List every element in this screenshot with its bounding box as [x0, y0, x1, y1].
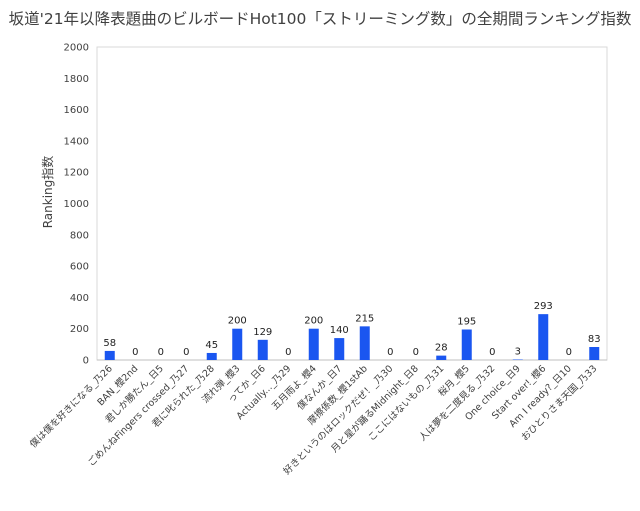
y-tick-label: 2000: [64, 43, 89, 54]
bar: [206, 352, 217, 360]
data-label: 129: [253, 327, 272, 338]
bar: [308, 328, 319, 360]
data-label: 140: [330, 325, 349, 336]
data-label: 0: [132, 347, 138, 358]
bar: [461, 329, 472, 360]
data-label: 293: [534, 301, 553, 312]
data-label: 45: [205, 340, 218, 351]
y-tick-label: 200: [70, 324, 89, 335]
y-tick-label: 0: [83, 356, 89, 367]
data-label: 83: [588, 334, 601, 345]
bar: [104, 350, 115, 360]
data-label: 28: [435, 343, 448, 354]
y-tick-label: 1800: [64, 74, 89, 85]
data-label: 3: [515, 347, 521, 358]
y-axis-ticks: 0 200 400 600 800 1000 1200 1400 1600 1800 2000: [64, 43, 89, 367]
y-tick-label: 800: [70, 230, 89, 241]
data-label: 0: [413, 347, 419, 358]
data-label: 0: [158, 347, 164, 358]
bar: [359, 326, 370, 360]
data-label: 215: [355, 313, 374, 324]
data-label: 200: [228, 316, 247, 327]
data-label: 0: [489, 347, 495, 358]
data-labels: 58 0 0 0 45 200 129 0 200 140 215 0 0 28 195 0 3 293 0 83: [103, 301, 600, 358]
y-tick-label: 1000: [64, 199, 89, 210]
y-tick-label: 1200: [64, 168, 89, 179]
y-tick-label: 400: [70, 293, 89, 304]
bar: [232, 328, 243, 360]
bar: [538, 314, 549, 360]
x-axis-labels: 僕は僕を好きになる_乃26BAN_櫻2nd君しか勝たん_日5ごめんねFinger…: [27, 363, 599, 477]
bar: [257, 339, 268, 360]
y-tick-label: 1600: [64, 105, 89, 116]
data-label: 200: [304, 316, 323, 327]
data-label: 0: [183, 347, 189, 358]
data-label: 58: [103, 338, 116, 349]
y-tick-label: 600: [70, 262, 89, 273]
bars: [104, 314, 600, 360]
data-label: 0: [566, 347, 572, 358]
bar: [334, 338, 345, 360]
data-label: 0: [285, 347, 291, 358]
data-label: 0: [387, 347, 393, 358]
plot-area: [96, 46, 608, 361]
data-label: 195: [457, 316, 476, 327]
bar: [589, 347, 600, 360]
chart-title: 坂道'21年以降表題曲のビルボードHot100「ストリーミング数」の全期間ランキ…: [8, 10, 632, 28]
y-axis-label: Ranking指数: [40, 156, 55, 229]
bar: [436, 355, 447, 360]
y-tick-label: 1400: [64, 136, 89, 147]
